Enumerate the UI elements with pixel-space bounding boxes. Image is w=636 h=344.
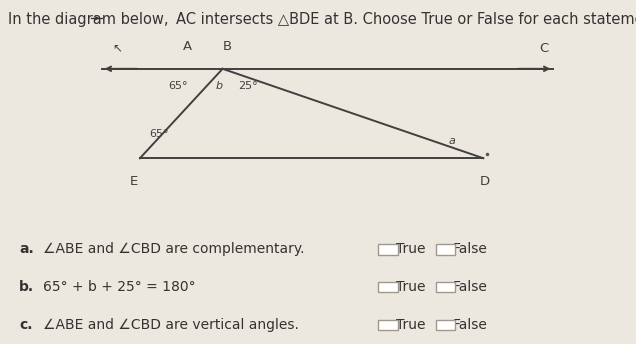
Text: ↖: ↖: [113, 42, 123, 55]
Text: 65° + b + 25° = 180°: 65° + b + 25° = 180°: [43, 280, 196, 294]
Text: a: a: [448, 136, 455, 146]
Bar: [378, 320, 398, 330]
Text: b: b: [216, 81, 223, 91]
Text: a.: a.: [19, 243, 34, 256]
Text: False: False: [453, 243, 488, 256]
Text: B: B: [223, 40, 232, 53]
Text: True: True: [396, 243, 425, 256]
Text: D: D: [480, 175, 490, 189]
Text: True: True: [396, 280, 425, 294]
Text: ∠ABE and ∠CBD are complementary.: ∠ABE and ∠CBD are complementary.: [43, 243, 305, 256]
Text: 65°: 65°: [149, 129, 169, 139]
Text: b.: b.: [19, 280, 34, 294]
Text: True: True: [396, 318, 425, 332]
Text: A: A: [183, 40, 192, 53]
Bar: [436, 244, 455, 255]
Text: False: False: [453, 280, 488, 294]
Text: ∠ABE and ∠CBD are vertical angles.: ∠ABE and ∠CBD are vertical angles.: [43, 318, 299, 332]
Bar: [436, 320, 455, 330]
Text: 25°: 25°: [238, 81, 258, 91]
Text: C: C: [539, 42, 548, 55]
Text: In the diagram below,  AC intersects △BDE at B. Choose True or False for each st: In the diagram below, AC intersects △BDE…: [8, 12, 636, 27]
Text: 65°: 65°: [168, 81, 188, 91]
Bar: [378, 244, 398, 255]
Text: E: E: [130, 175, 137, 189]
Bar: [378, 282, 398, 292]
Text: c.: c.: [19, 318, 32, 332]
Bar: [436, 282, 455, 292]
Text: False: False: [453, 318, 488, 332]
